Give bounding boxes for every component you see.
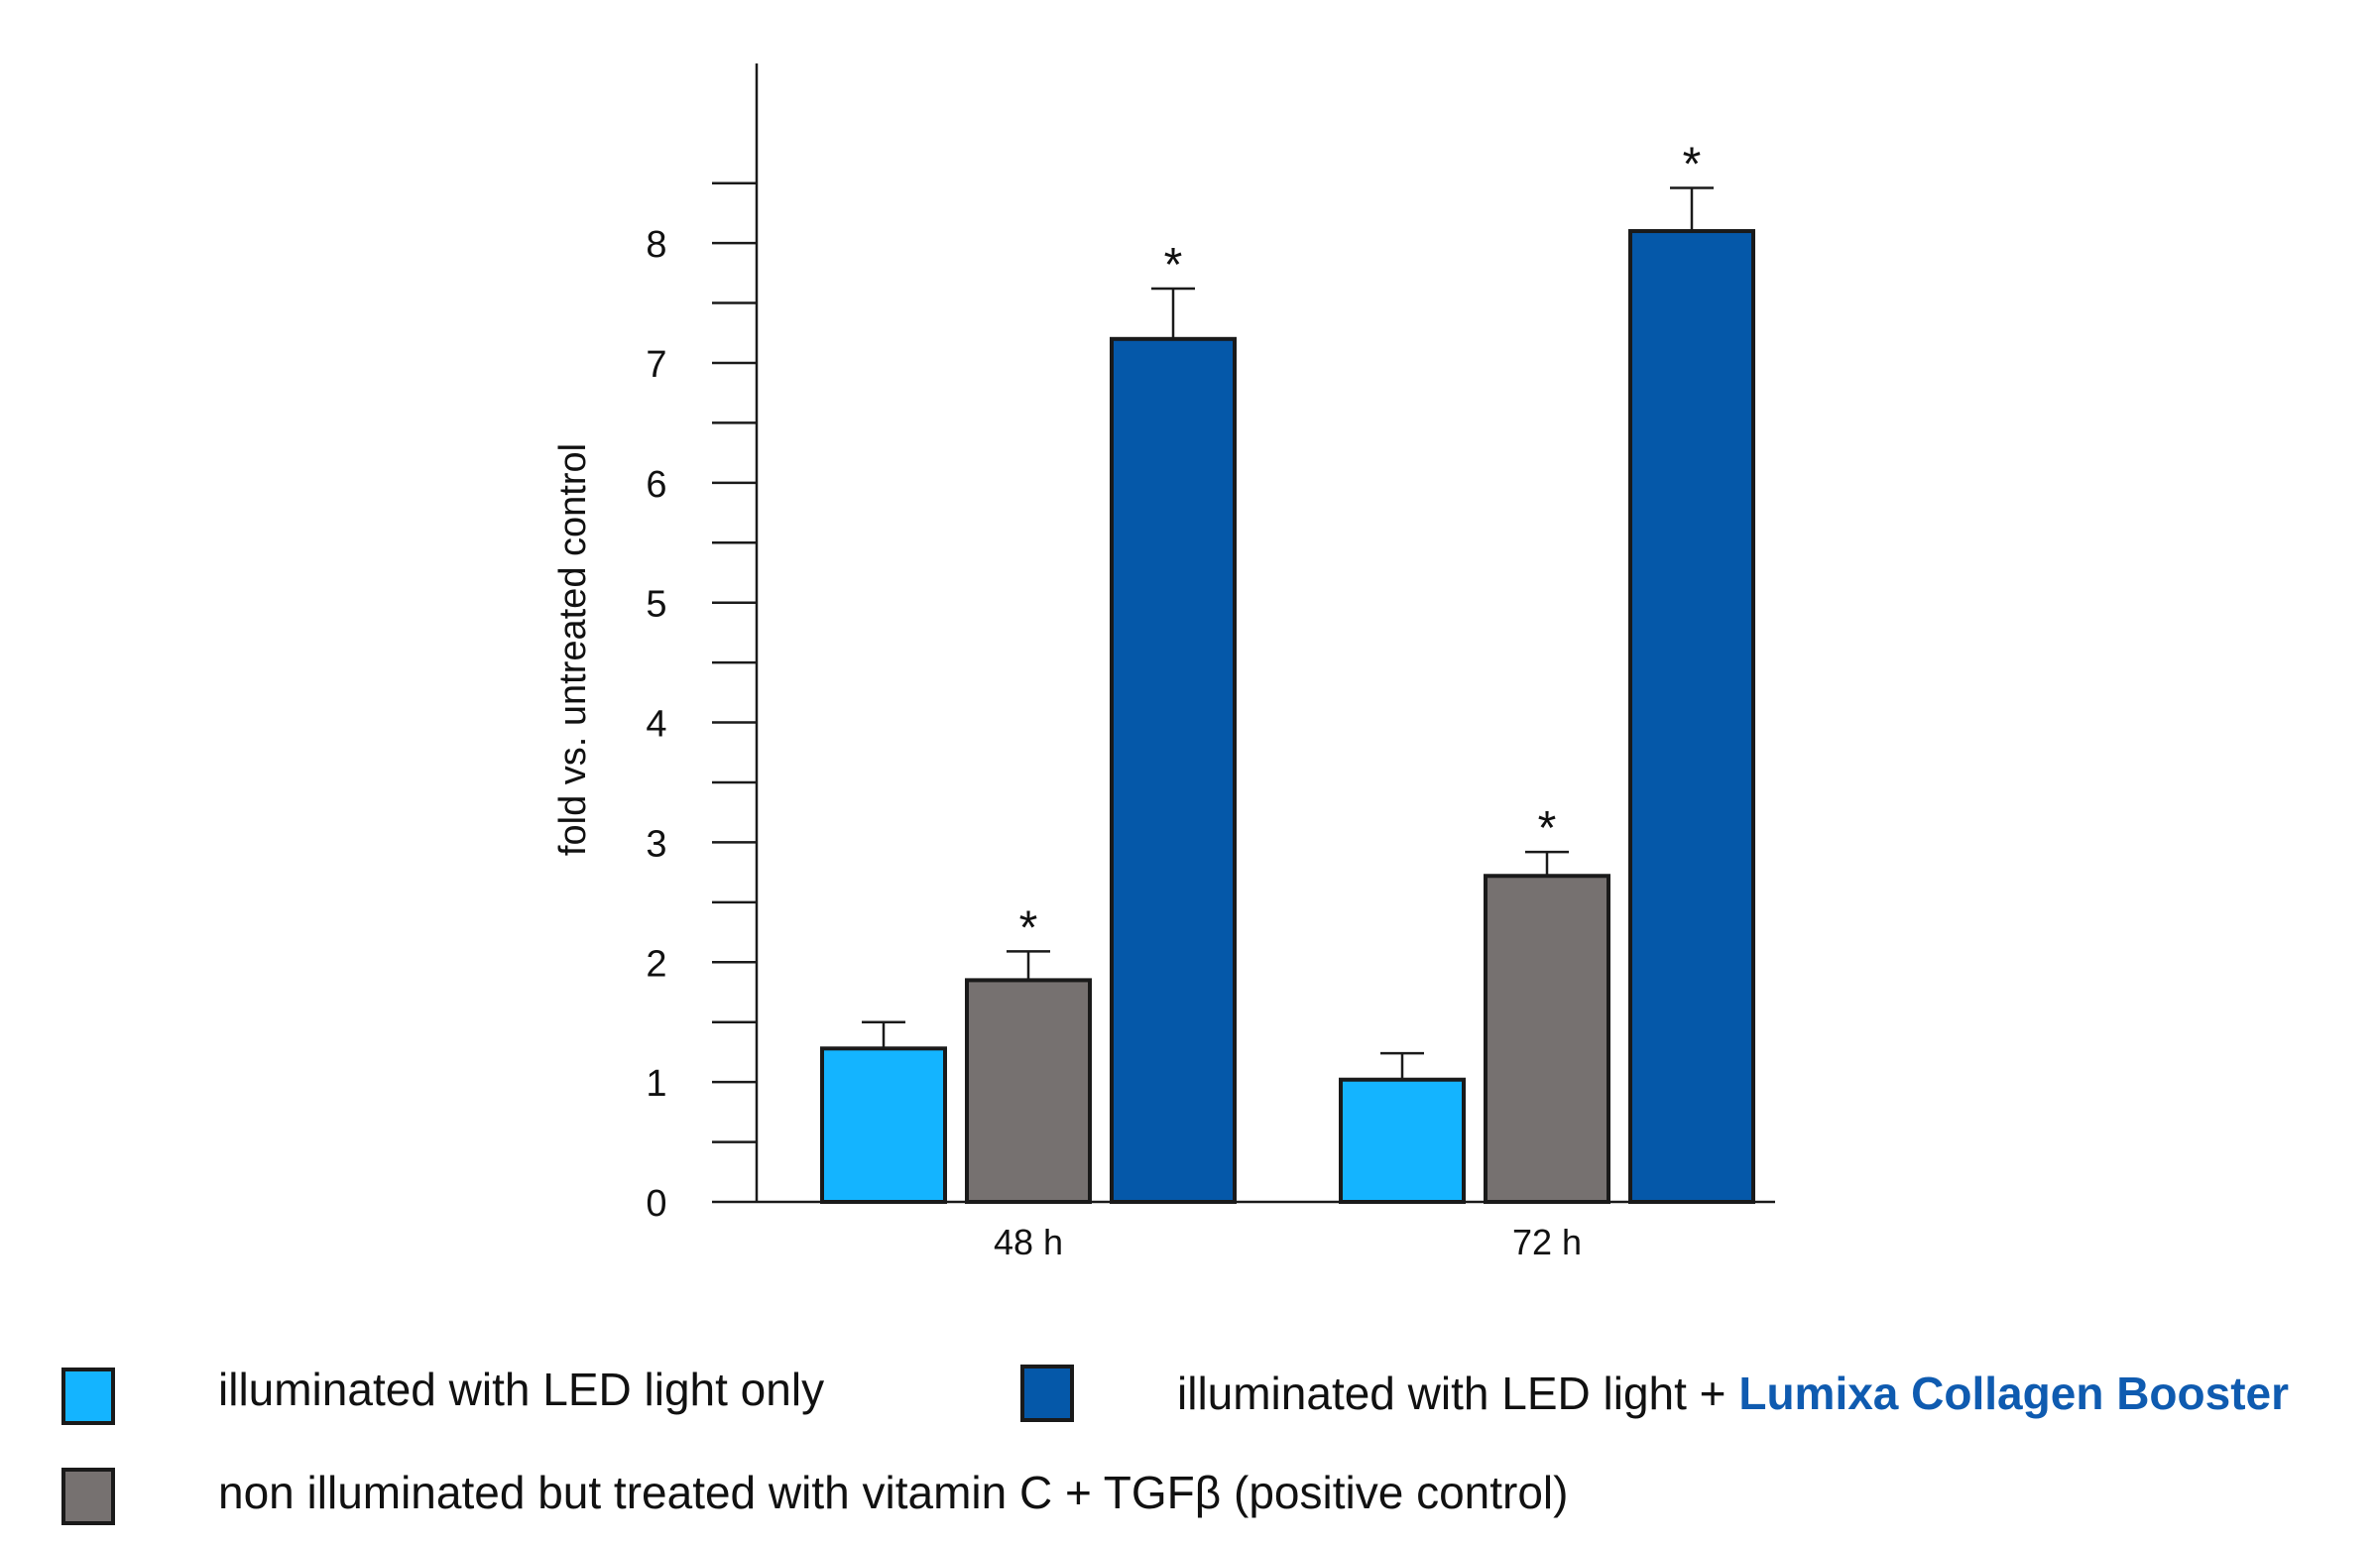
y-tick-label: 2 — [646, 943, 666, 985]
bar — [820, 1046, 947, 1205]
bar — [1110, 336, 1237, 1204]
y-axis-title: fold vs. untreated control — [552, 443, 594, 856]
significance-marker: * — [1538, 802, 1557, 855]
chart-marks: 0 1 2 3 4 5 6 7 8 * * 48 h * * 72 h — [646, 63, 1775, 1262]
y-tick-label: 5 — [646, 584, 666, 626]
y-tick-label: 7 — [646, 344, 666, 386]
y-tick-label: 4 — [646, 704, 666, 746]
bar — [1339, 1077, 1466, 1204]
significance-marker: * — [1164, 239, 1183, 292]
bar — [1484, 874, 1610, 1204]
y-tick-label: 6 — [646, 464, 666, 506]
y-tick-label: 8 — [646, 224, 666, 266]
bar — [1628, 229, 1755, 1204]
y-tick-label: 0 — [646, 1183, 666, 1225]
x-category-label: 48 h — [994, 1222, 1063, 1262]
significance-marker: * — [1683, 139, 1702, 191]
x-category-label: 72 h — [1512, 1222, 1582, 1262]
y-tick-label: 3 — [646, 823, 666, 865]
bar — [965, 978, 1092, 1205]
significance-marker: * — [1019, 901, 1038, 954]
y-tick-label: 1 — [646, 1063, 666, 1105]
